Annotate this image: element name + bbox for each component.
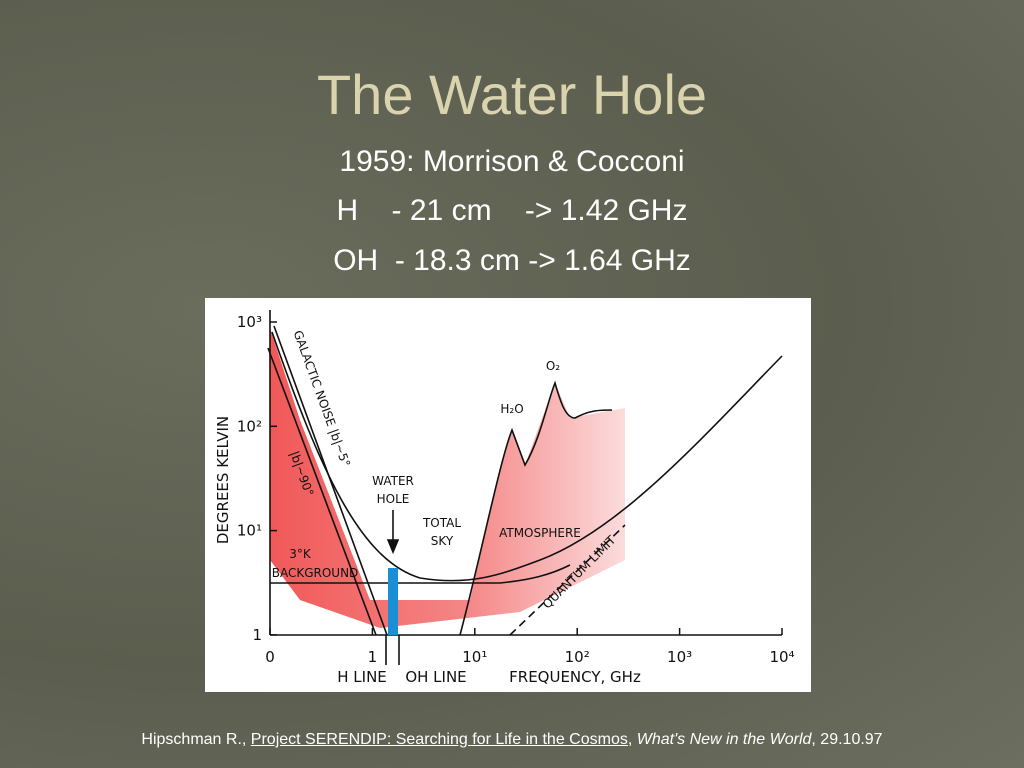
total-sky-label: TOTAL [422,516,461,530]
footnote-date: , 29.10.97 [811,731,883,748]
y-tick-label: 10² [237,417,262,435]
footnote-link[interactable]: Project SERENDIP: Searching for Life in … [250,731,628,748]
slide-title: The Water Hole [316,63,708,126]
curves [267,310,783,665]
background-line [270,564,571,584]
background-label: BACKGROUND [272,566,359,580]
subtitle-line: OH - 18.3 cm -> 1.64 GHz [333,244,691,277]
oh-line-label: OH LINE [405,668,466,686]
subtitle-line: 1959: Morrison & Cocconi [339,145,685,178]
y-tick-label: 10³ [237,313,262,331]
x-tick-label: 10¹ [462,648,487,666]
x-tick-label: 10² [565,648,590,666]
o2-label: O₂ [546,359,560,373]
x-tick-label: 10³ [667,648,692,666]
footnote-author: Hipschman R., [141,731,251,748]
shaded-region [270,328,625,628]
background-label: 3°K [289,547,312,561]
atmosphere-curve [459,380,613,636]
x-tick-label: 10⁴ [769,648,794,666]
footnote-publication: What's New in the World [636,731,812,748]
galactic-90-line [267,347,377,636]
y-axis-label: DEGREES KELVIN [214,416,232,544]
quantum-line [509,524,626,636]
y-tick-label: 10¹ [237,522,262,540]
x-tick-label: 1 [368,648,378,666]
water-hole-label: WATER [372,474,414,488]
atmosphere-label: ATMOSPHERE [499,526,581,540]
footnote: Hipschman R., Project SERENDIP: Searchin… [0,731,1024,749]
arrow-head [386,539,400,555]
x-axis-label: FREQUENCY, GHz [509,668,641,686]
x-tick-label: 0 [265,648,275,666]
water-hole-band [388,568,398,635]
h2o-label: H₂O [500,402,523,416]
total-sky-label: SKY [431,534,454,548]
water-hole-label: HOLE [377,492,410,506]
h-line-label: H LINE [337,668,387,686]
total-sky-curve [271,331,783,582]
footnote-sep: , [627,731,637,748]
y-tick-label: 1 [252,626,262,644]
subtitle-line: H - 21 cm -> 1.42 GHz [336,194,688,227]
